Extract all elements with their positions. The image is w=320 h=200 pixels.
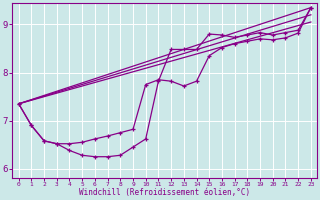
X-axis label: Windchill (Refroidissement éolien,°C): Windchill (Refroidissement éolien,°C)	[79, 188, 250, 197]
